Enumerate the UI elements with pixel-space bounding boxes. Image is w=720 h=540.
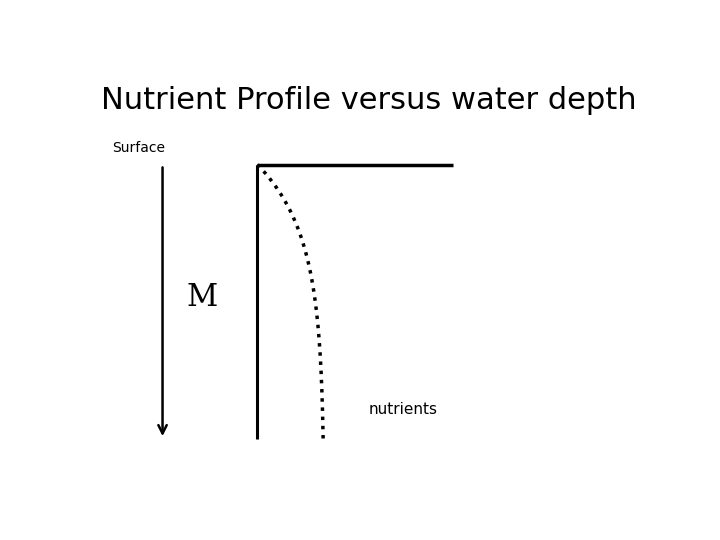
Text: nutrients: nutrients — [369, 402, 438, 417]
Text: Nutrient Profile versus water depth: Nutrient Profile versus water depth — [102, 85, 636, 114]
Text: M: M — [186, 282, 217, 313]
Text: Surface: Surface — [112, 141, 166, 155]
